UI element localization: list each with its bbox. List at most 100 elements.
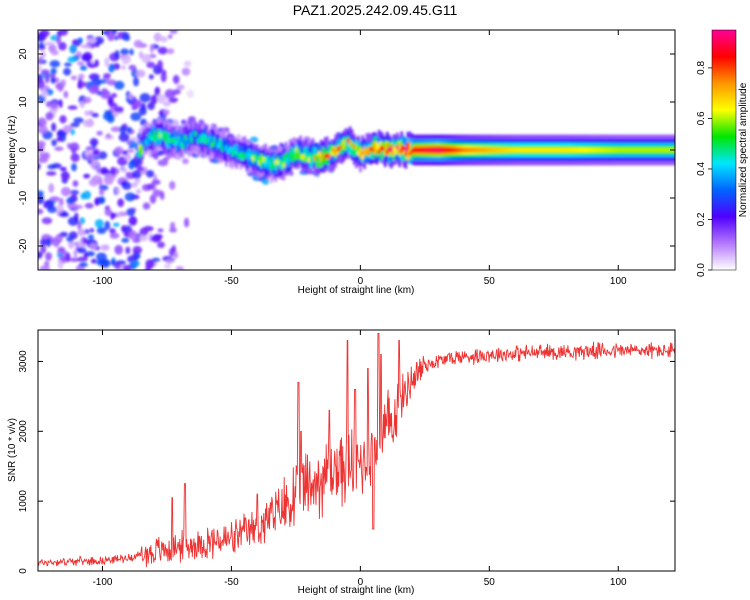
spectrogram-ridge-cell [617, 147, 620, 153]
spectrogram-ridge-cell [540, 147, 544, 153]
spectrogram-noise-blob [73, 117, 84, 124]
snr-series-line [38, 333, 675, 568]
spectrogram-noise-blob [82, 119, 91, 127]
spectrogram-noise-blob [131, 99, 142, 109]
spectrogram-noise-blob [110, 258, 116, 266]
spectrogram-ridge-cell [454, 147, 457, 153]
spectrogram-noise-blob [74, 212, 79, 223]
spectrogram-noise-blob [123, 265, 131, 270]
spectrogram-ridge-cell [293, 151, 296, 161]
spectrogram-noise-blob [77, 73, 85, 80]
spectrogram-ridge-cell [218, 138, 222, 147]
spectrogram-ridge-cell [357, 150, 360, 156]
colorbar-gradient [712, 30, 736, 270]
spectrogram-ridge-cell [336, 146, 340, 152]
spectrogram-noise-blob [133, 253, 141, 259]
spectrogram-ridge-cell [280, 160, 284, 166]
spectrogram-xtick-label: 100 [610, 276, 627, 287]
spectrogram-noise-blob [39, 238, 48, 246]
spectrogram-ridge-cell [311, 155, 315, 164]
spectrogram-ridge-cell [394, 148, 397, 154]
spectrogram-ridge-cell [421, 147, 424, 153]
colorbar-frame [711, 29, 737, 271]
spectrogram-ridge-cell [198, 138, 201, 143]
spectrogram-ridge-cell [623, 147, 626, 153]
spectrogram-ridge-cell [507, 147, 511, 153]
spectrogram-ridge-cell [402, 145, 406, 151]
spectrogram-ridge-cell [511, 147, 515, 153]
spectrogram-ridge-cell [427, 147, 430, 153]
spectrogram-ridge-cell [189, 137, 193, 143]
spectrogram-ridge-cell [633, 147, 637, 153]
spectrogram-ridge-cell [165, 138, 168, 144]
spectrogram-noise-blob [90, 160, 101, 170]
spectrogram-noise-blob [66, 197, 75, 205]
spectrogram-ridge-cell [584, 147, 587, 153]
spectrogram-ytick-label: -20 [18, 238, 29, 253]
spectrogram-ridge-cell [484, 147, 488, 153]
spectrogram-noise-blob [90, 78, 102, 88]
spectrogram-ridge-cell [429, 147, 432, 153]
spectrogram-noise-blob [60, 186, 71, 197]
spectrogram-noise-blob [69, 257, 81, 262]
spectrogram-noise-blob [82, 190, 92, 200]
spectrogram-noise-blob [92, 149, 100, 156]
spectrogram-noise-blob [58, 41, 67, 51]
spectrogram-noise-blob [87, 63, 97, 68]
spectrogram-ridge-cell [505, 147, 509, 153]
spectrogram-ridge-cell [274, 159, 278, 165]
spectrogram-ridge-cell [167, 132, 170, 138]
spectrogram-noise-blob [98, 188, 105, 196]
spectrogram-noise-blob [50, 77, 56, 84]
colorbar-label: Normalized spectral amplitude [738, 82, 749, 217]
spectrogram-ridge-cell [598, 147, 602, 153]
spectrogram-ridge-cell [392, 150, 395, 156]
spectrogram-ridge-cell [662, 147, 666, 153]
spectrogram-ridge-cell [416, 147, 420, 153]
spectrogram-noise-blob [41, 90, 49, 98]
spectrogram-noise-blob [109, 228, 116, 234]
spectrogram-ridge-cell [610, 147, 614, 153]
spectrogram-noise-blob [120, 180, 128, 187]
spectrogram-ridge-cell [489, 147, 492, 153]
spectrogram-ridge-cell [264, 155, 267, 165]
spectrogram-ridge-cell [239, 147, 243, 153]
spectrogram-noise-blob [71, 163, 77, 172]
spectrogram-noise-blob [145, 170, 155, 178]
spectrogram-ridge-cell [210, 142, 214, 148]
spectrogram-ridge-cell [588, 147, 591, 153]
spectrogram-ridge-cell [202, 135, 205, 141]
spectrogram-noise-blob [38, 251, 43, 259]
spectrogram-xtick-label: -50 [224, 276, 239, 287]
spectrogram-ridge-cell [237, 153, 241, 158]
spectrogram-ridge-cell [255, 156, 259, 162]
spectrogram-noise-blob [63, 67, 72, 76]
spectrogram-ridge-cell [161, 132, 164, 138]
spectrogram-ridge-cell [466, 147, 470, 153]
spectrogram-noise-blob [46, 171, 57, 176]
spectrogram-noise-blob [167, 34, 173, 39]
spectrogram-noise-blob [145, 265, 151, 270]
spectrogram-noise-blob [52, 237, 60, 248]
spectrogram-ridge-cell [243, 149, 247, 159]
spectrogram-ridge-cell [249, 153, 253, 158]
spectrogram-ridge-cell [456, 147, 459, 153]
spectrogram-noise-blob [146, 61, 156, 69]
spectrogram-ridge-cell [284, 152, 288, 162]
spectrogram-ridge-cell [218, 142, 222, 148]
spectrogram-noise-blob [104, 208, 113, 217]
spectrogram-ridge-cell [311, 153, 315, 159]
spectrogram-ridge-cell [295, 146, 298, 152]
snr-xtick-label: 0 [358, 577, 364, 588]
spectrogram-ridge-cell [608, 147, 612, 153]
spectrogram-noise-blob [142, 202, 151, 210]
spectrogram-ridge-cell [604, 147, 608, 153]
spectrogram-ridge-cell [534, 147, 538, 153]
spectrogram-ridge-cell [235, 143, 239, 153]
spectrogram-noise-blob [114, 244, 123, 255]
spectrogram-ridge-cell [639, 147, 643, 153]
spectrogram-ridge-cell [144, 139, 148, 149]
spectrogram-noise-blob [128, 216, 138, 226]
spectrogram-ridge-cell [303, 148, 307, 158]
